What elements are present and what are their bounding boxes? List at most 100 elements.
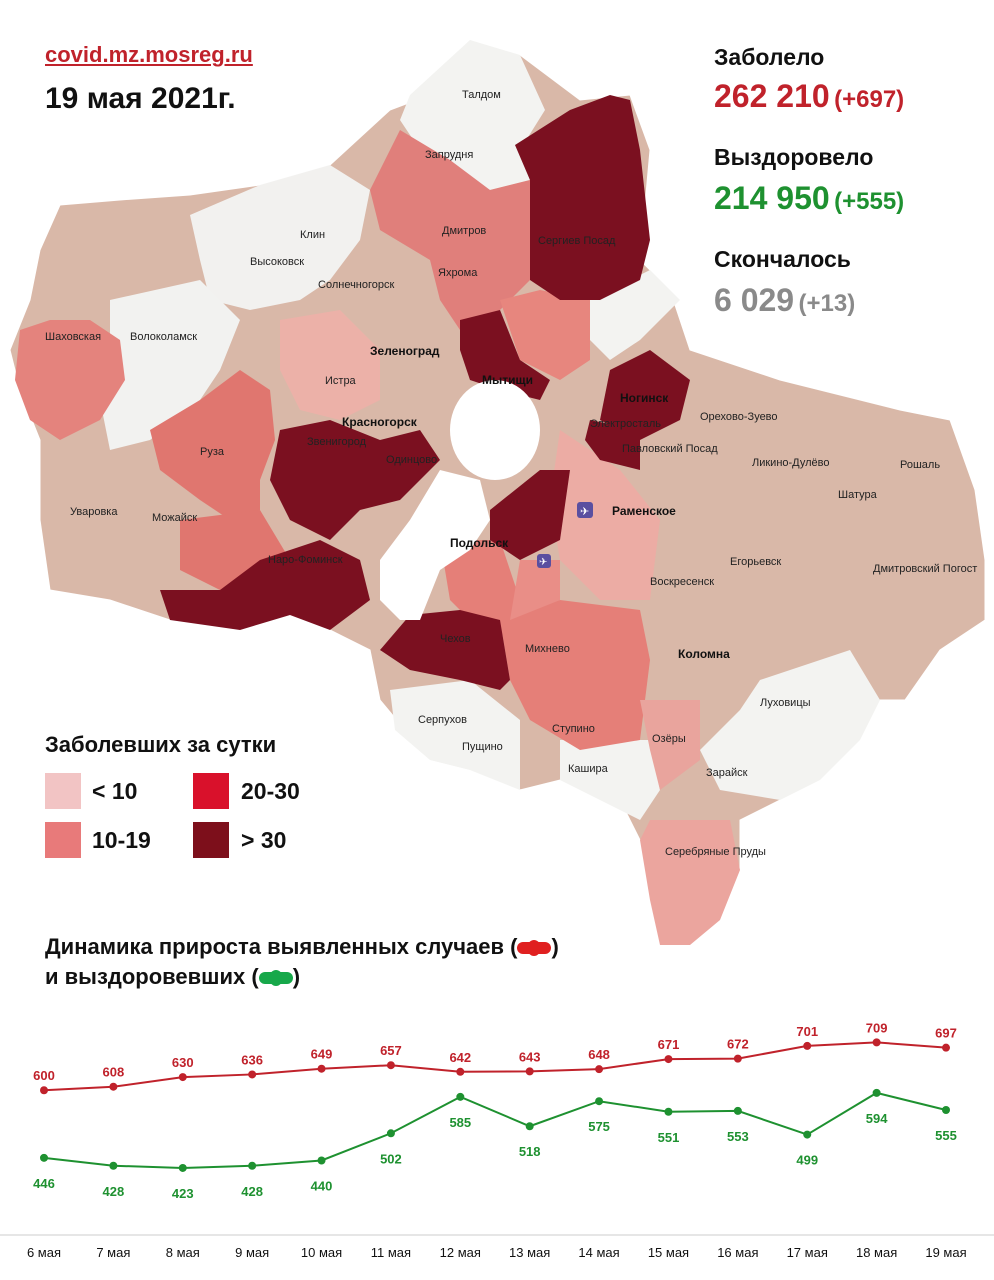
died-total: 6 029 <box>714 282 795 318</box>
legend-title: Заболевших за сутки <box>45 732 277 757</box>
data-point <box>386 1129 395 1138</box>
data-label: 446 <box>33 1176 55 1191</box>
data-point <box>595 1065 604 1074</box>
data-point <box>178 1163 187 1172</box>
airport-icon-south: ✈ <box>537 554 551 568</box>
dynamics-title-line2: и выздоровевших () <box>45 964 300 990</box>
place-label: Егорьевск <box>730 556 781 568</box>
data-point <box>664 1055 673 1064</box>
data-label: 657 <box>380 1043 402 1058</box>
area-elektrostal <box>585 420 640 470</box>
area-naro-fominsk <box>160 540 370 630</box>
data-label: 423 <box>172 1186 194 1201</box>
area-kashira <box>560 740 660 820</box>
data-label: 608 <box>103 1065 125 1080</box>
place-label: Подольск <box>450 536 509 550</box>
recovered-label: Выздоровело <box>714 144 874 170</box>
data-label: 630 <box>172 1055 194 1070</box>
x-tick-label: 6 мая <box>27 1245 61 1260</box>
place-label: Серпухов <box>418 714 467 726</box>
x-tick-label: 12 мая <box>440 1245 481 1260</box>
svg-text:✈: ✈ <box>539 557 547 568</box>
legend-label-20-30: 20-30 <box>241 778 300 804</box>
data-label: 672 <box>727 1037 749 1052</box>
dynamics-title-line1: Динамика прироста выявленных случаев () <box>45 934 559 960</box>
place-label: Наро-Фоминск <box>268 554 343 566</box>
area-mytishchi-n <box>500 290 590 380</box>
data-point <box>178 1073 187 1082</box>
x-tick-label: 9 мая <box>235 1245 269 1260</box>
place-label: Зеленоград <box>370 344 440 358</box>
dynamics-title-text2: и выздоровевших ( <box>45 964 259 989</box>
data-label: 600 <box>33 1068 55 1083</box>
x-tick-label: 7 мая <box>96 1245 130 1260</box>
area-lukhovitsy <box>700 650 880 800</box>
moscow-region-map: Талдом Запрудня Клин Высоковск Дмитров Я… <box>9 39 986 946</box>
place-label: Солнечногорск <box>318 279 394 291</box>
place-label: Воскресенск <box>650 576 714 588</box>
data-label: 551 <box>658 1130 680 1145</box>
data-point <box>733 1106 742 1115</box>
infected-total: 262 210 <box>714 78 830 114</box>
place-label: Ногинск <box>620 391 669 405</box>
data-label: 440 <box>311 1178 333 1193</box>
data-label: 697 <box>935 1026 957 1041</box>
data-point <box>803 1130 812 1139</box>
data-label: 643 <box>519 1049 541 1064</box>
data-label: 594 <box>866 1111 888 1126</box>
area-chekhov-n <box>510 560 560 620</box>
area-mikhnevo <box>500 600 650 750</box>
place-label: Уваровка <box>70 506 118 518</box>
place-label: Яхрома <box>438 267 478 279</box>
data-point <box>248 1161 257 1170</box>
place-label: Звенигород <box>307 436 367 448</box>
data-point <box>872 1038 881 1047</box>
data-point <box>664 1107 673 1116</box>
place-label: Запрудня <box>425 149 473 161</box>
legend-label-over30: > 30 <box>241 827 287 853</box>
site-link[interactable]: covid.mz.mosreg.ru <box>45 42 253 67</box>
data-label: 575 <box>588 1119 610 1134</box>
data-point <box>872 1088 881 1097</box>
place-label: Можайск <box>152 512 197 524</box>
legend-swatch-under10 <box>45 773 81 809</box>
area-volokolamsk <box>100 280 240 450</box>
data-label: 499 <box>796 1153 818 1168</box>
recovered-total: 214 950 <box>714 180 830 216</box>
data-point <box>595 1097 604 1106</box>
place-label: Кашира <box>568 763 609 775</box>
data-point <box>803 1041 812 1050</box>
airport-icon: ✈ <box>577 502 593 518</box>
data-label: 648 <box>588 1047 610 1062</box>
x-tick-label: 8 мая <box>166 1245 200 1260</box>
place-label: Талдом <box>462 89 501 101</box>
place-label: Истра <box>325 375 357 387</box>
area-shakhovskaya <box>15 320 125 440</box>
place-label: Одинцово <box>386 454 437 466</box>
place-label: Зарайск <box>706 767 748 779</box>
place-label: Электросталь <box>590 418 661 430</box>
data-label: 709 <box>866 1020 888 1035</box>
x-tick-label: 14 мая <box>578 1245 619 1260</box>
data-label: 642 <box>449 1050 471 1065</box>
area-ozery <box>640 700 700 790</box>
area-dmitrov <box>370 130 530 330</box>
data-point <box>317 1156 326 1165</box>
dynamics-title-close2: ) <box>292 964 301 989</box>
x-tick-label: 19 мая <box>925 1245 966 1260</box>
place-label: Озёры <box>652 733 686 745</box>
area-serebryanye-prudy <box>640 820 740 945</box>
data-point <box>248 1070 257 1079</box>
data-point <box>386 1061 395 1070</box>
x-tick-label: 10 мая <box>301 1245 342 1260</box>
moscow-city-hole <box>450 380 540 480</box>
recovered-delta: (+555) <box>834 188 905 215</box>
legend-swatch-10-19 <box>45 822 81 858</box>
new-moscow-hole <box>380 470 490 620</box>
dynamics-line-chart: 600 608 630 636 649 657 642 643 648 671 672 701 709 6… <box>0 1020 994 1260</box>
data-point <box>942 1043 950 1052</box>
series-line-1 <box>43 1091 947 1169</box>
place-labels: Талдом Запрудня Клин Высоковск Дмитров Я… <box>45 89 977 858</box>
place-label: Ступино <box>552 723 595 735</box>
data-label: 649 <box>311 1047 333 1062</box>
